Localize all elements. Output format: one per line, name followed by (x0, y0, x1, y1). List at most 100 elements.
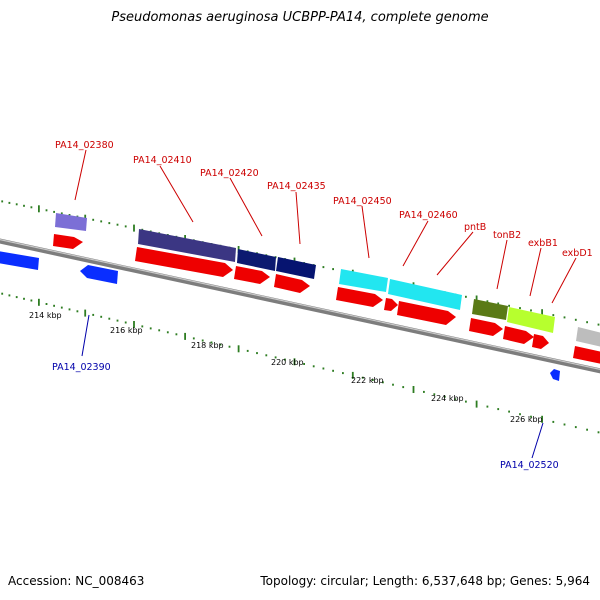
gene-label[interactable]: exbD1 (562, 248, 593, 259)
tick-mark (552, 314, 555, 317)
gene-label[interactable]: PA14_02460 (399, 210, 458, 221)
reverse-gene-arrow[interactable] (0, 251, 39, 270)
tick-mark (30, 206, 33, 209)
tick-mark (508, 304, 510, 307)
tick-mark (563, 316, 566, 319)
tick-mark (454, 398, 457, 401)
tick-mark (256, 352, 258, 355)
tick-mark (519, 413, 521, 416)
tick-mark (402, 386, 405, 389)
tick-mark (265, 354, 268, 357)
tick-mark (100, 220, 103, 223)
tick-mark (133, 224, 135, 232)
feature-block[interactable] (55, 213, 87, 231)
gene-label[interactable]: pntB (464, 222, 486, 233)
gene-label[interactable]: PA14_02410 (133, 155, 192, 166)
tick-mark (108, 222, 111, 225)
tick-mark (45, 303, 48, 305)
gene-label[interactable]: PA14_02435 (267, 181, 326, 192)
forward-gene-arrow[interactable] (573, 346, 600, 364)
forward-gene-arrow[interactable] (274, 274, 310, 293)
tick-mark (23, 297, 25, 300)
feature-block[interactable] (507, 307, 555, 333)
reverse-gene-arrow[interactable] (80, 265, 118, 284)
tick-mark (38, 298, 40, 306)
gene-label[interactable]: PA14_02380 (55, 140, 114, 151)
scale-label: 224 kbp (431, 394, 464, 403)
forward-gene-arrow[interactable] (135, 247, 233, 277)
feature-block[interactable] (138, 229, 236, 262)
tick-mark (84, 309, 87, 317)
tick-mark (8, 201, 11, 204)
forward-gene-arrow[interactable] (53, 234, 83, 249)
forward-genes (53, 234, 600, 364)
tick-mark (392, 383, 394, 386)
forward-gene-labels: PA14_02380 PA14_02410 PA14_02420 PA14_02… (55, 140, 593, 259)
tick-mark (465, 295, 467, 298)
feature-block[interactable] (276, 257, 316, 279)
tick-mark (100, 315, 103, 318)
tick-mark (586, 428, 588, 431)
forward-gene-arrow[interactable] (336, 287, 383, 307)
feature-block[interactable] (237, 249, 276, 271)
tick-mark (597, 431, 600, 434)
tick-mark (284, 358, 286, 361)
gene-label[interactable]: PA14_02420 (200, 168, 259, 179)
feature-block[interactable] (388, 279, 462, 310)
tick-mark (541, 415, 543, 423)
gene-label[interactable]: PA14_02520 (500, 460, 559, 471)
tick-mark (210, 341, 213, 344)
feature-block[interactable] (576, 327, 600, 347)
tick-mark (219, 343, 222, 346)
tick-mark (332, 268, 334, 271)
tick-mark (497, 302, 500, 305)
gene-label[interactable]: tonB2 (493, 230, 521, 241)
gene-label[interactable]: PA14_02390 (52, 362, 111, 373)
reverse-gene-arrow[interactable] (550, 369, 560, 381)
forward-gene-arrow[interactable] (384, 298, 398, 311)
tick-mark (108, 317, 111, 320)
gene-label[interactable]: PA14_02450 (333, 196, 392, 207)
accession-text: Accession: NC_008463 (8, 574, 145, 588)
feature-block[interactable] (472, 299, 508, 320)
tick-mark (192, 337, 195, 340)
forward-gene-arrow[interactable] (397, 301, 456, 325)
tick-mark (312, 365, 315, 368)
scale-labels: 214 kbp 216 kbp 218 kbp 220 kbp 222 kbp … (29, 311, 543, 424)
tick-mark (322, 367, 325, 370)
map-title: Pseudomonas aeruginosa UCBPP-PA14, compl… (111, 10, 489, 25)
tick-mark (475, 295, 478, 303)
reverse-gene-labels: PA14_02390 PA14_02520 (52, 362, 559, 471)
tick-mark (519, 307, 521, 310)
tick-mark (497, 408, 500, 411)
tick-mark (332, 369, 334, 372)
tick-mark (246, 349, 249, 352)
tick-mark (322, 266, 325, 269)
tick-mark (68, 308, 71, 311)
tick-mark (228, 345, 231, 348)
scale-label: 218 kbp (191, 341, 224, 350)
tick-mark (465, 400, 467, 403)
tick-mark (274, 356, 277, 359)
tick-mark (293, 358, 296, 366)
feature-block[interactable] (339, 269, 388, 292)
tick-mark (530, 309, 532, 312)
tick-mark (116, 223, 119, 226)
tick-mark (15, 203, 18, 206)
tick-mark (1, 200, 4, 203)
tick-mark (175, 333, 178, 336)
forward-gene-arrow[interactable] (503, 326, 534, 344)
forward-gene-arrow[interactable] (469, 318, 503, 336)
tick-mark (116, 319, 119, 322)
forward-gene-arrow[interactable] (532, 334, 549, 349)
forward-gene-arrow[interactable] (234, 266, 270, 284)
tick-mark (508, 410, 510, 413)
scale-label: 216 kbp (110, 326, 143, 335)
genome-backbone-highlight (0, 238, 600, 370)
gene-label[interactable]: exbB1 (528, 238, 558, 249)
tick-mark (361, 376, 364, 379)
tick-mark (530, 415, 532, 418)
tick-mark (201, 339, 204, 342)
tick-mark (149, 327, 152, 330)
tick-mark (412, 386, 415, 393)
